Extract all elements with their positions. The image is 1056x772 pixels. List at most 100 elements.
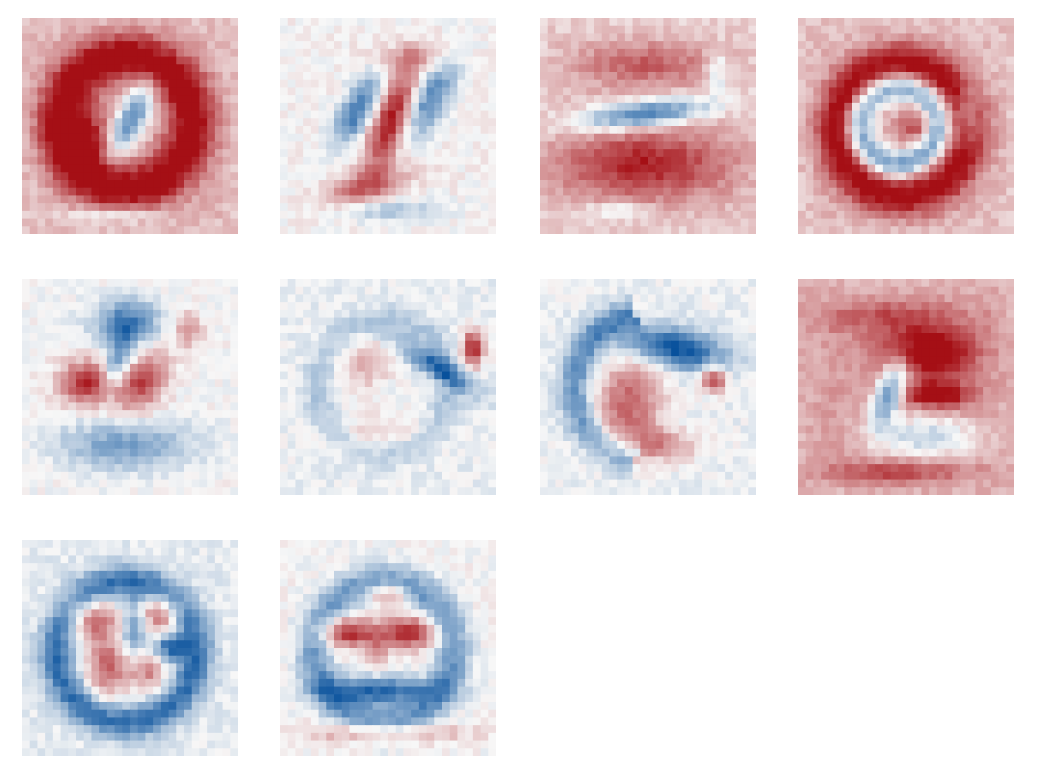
heatmap-cell: [442, 348, 451, 357]
heatmap-cell: [160, 356, 170, 365]
heatmap-cell: [813, 102, 822, 112]
heatmap-cell: [836, 172, 845, 181]
heatmap-cell: [29, 348, 39, 357]
heatmap-cell: [813, 95, 822, 104]
heatmap-cell: [364, 48, 374, 58]
heatmap-cell: [655, 87, 665, 96]
heatmap-cell: [898, 226, 907, 234]
heatmap-cell: [380, 141, 389, 150]
heatmap-cell: [280, 394, 289, 404]
heatmap-cell: [349, 56, 358, 65]
heatmap-cell: [130, 41, 139, 50]
heatmap-cell: [334, 410, 343, 419]
heatmap-cell: [295, 64, 304, 73]
heatmap-cell: [624, 302, 634, 311]
heatmap-cell: [214, 126, 224, 135]
heatmap-cell: [480, 118, 489, 127]
heatmap-cell: [457, 317, 466, 326]
heatmap-cell: [22, 195, 31, 204]
heatmap-cell: [364, 394, 374, 404]
heatmap-cell: [45, 379, 54, 388]
heatmap-cell: [828, 95, 838, 104]
heatmap-cell: [395, 433, 405, 442]
heatmap-cell: [145, 487, 154, 495]
heatmap-cell: [411, 425, 420, 434]
heatmap-cell: [153, 379, 162, 388]
heatmap-cells: [22, 18, 238, 234]
heatmap-cell: [578, 302, 587, 311]
heatmap-cell: [411, 394, 420, 404]
heatmap-cell: [624, 72, 634, 81]
heatmap-cell: [990, 18, 1000, 27]
heatmap-cell: [632, 187, 641, 197]
heatmap-cell: [821, 210, 830, 220]
heatmap-cell: [442, 425, 451, 434]
heatmap-cell: [411, 218, 420, 227]
heatmap-cell: [280, 25, 289, 35]
heatmap-cell: [310, 456, 320, 465]
heatmap-cell: [547, 203, 557, 212]
heatmap-cell: [821, 133, 830, 143]
heatmap-cell: [640, 294, 649, 303]
heatmap-cell: [83, 487, 93, 495]
heatmap-cell: [442, 279, 451, 288]
heatmap-cell: [717, 226, 726, 234]
heatmap-cell: [184, 333, 193, 342]
heatmap-cell: [686, 187, 695, 197]
heatmap-cell: [91, 172, 100, 181]
heatmap-cell: [29, 487, 39, 495]
heatmap-cell: [586, 348, 595, 357]
heatmap-cell: [114, 56, 123, 65]
heatmap-cell: [280, 417, 289, 427]
heatmap-cell: [805, 110, 815, 119]
heatmap-cell: [586, 126, 595, 135]
heatmap-cell: [303, 302, 312, 311]
heatmap-cell: [732, 164, 742, 173]
heatmap-cell: [153, 340, 162, 350]
heatmap-cell: [176, 417, 185, 427]
heatmap-cell: [648, 48, 657, 58]
heatmap-cell: [472, 210, 482, 220]
heatmap-cell: [145, 33, 154, 42]
heatmap-cell: [472, 333, 482, 342]
heatmap-cell: [364, 479, 374, 488]
heatmap-cell: [145, 172, 154, 181]
heatmap-cell: [230, 302, 238, 311]
heatmap-cell: [287, 218, 297, 227]
heatmap-cell: [725, 56, 734, 65]
heatmap-cell: [748, 210, 756, 220]
heatmap-cell: [130, 417, 139, 427]
heatmap-cell: [563, 25, 572, 35]
heatmap-cell: [176, 133, 185, 143]
heatmap-cell: [326, 187, 335, 197]
heatmap-cell: [357, 279, 366, 288]
heatmap-cell: [214, 464, 224, 473]
heatmap-cell: [83, 317, 93, 326]
heatmap-cell: [114, 25, 123, 35]
heatmap-cell: [106, 164, 116, 173]
heatmap-cell: [45, 164, 54, 173]
heatmap-cell: [388, 156, 397, 166]
heatmap-cell: [442, 110, 451, 119]
heatmap-cell: [191, 448, 201, 458]
heatmap-cell: [303, 333, 312, 342]
heatmap-cell: [655, 309, 665, 319]
heatmap-cell: [967, 118, 977, 127]
heatmap-cell: [798, 33, 807, 42]
heatmap-cell: [45, 302, 54, 311]
heatmap-cell: [921, 102, 930, 112]
heatmap-cell: [663, 41, 672, 50]
heatmap-cell: [372, 87, 381, 96]
heatmap-cell: [22, 387, 31, 396]
heatmap-cell: [852, 95, 861, 104]
heatmap-cell: [480, 433, 489, 442]
heatmap-cell: [176, 487, 185, 495]
heatmap-cell: [176, 210, 185, 220]
heatmap-cell: [836, 156, 845, 166]
heatmap-cell: [975, 195, 984, 204]
heatmap-cell: [426, 210, 435, 220]
heatmap-cell: [130, 203, 139, 212]
heatmap-cell: [318, 64, 327, 73]
heatmap-cell: [540, 141, 549, 150]
heatmap-cell: [906, 87, 915, 96]
